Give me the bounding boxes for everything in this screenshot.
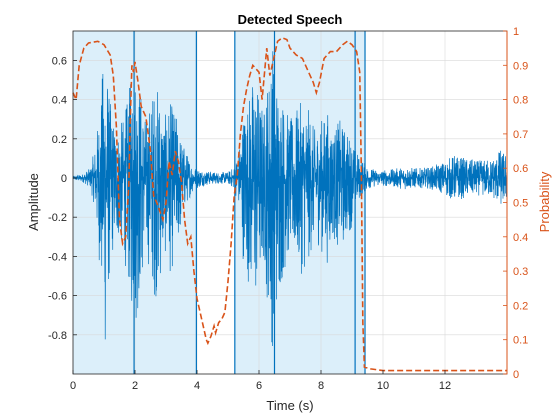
left-axis-ticks: 0.6 0.4 0.2 0 -0.2 -0.4 -0.6 -0.8: [48, 55, 77, 342]
x-axis-ticks: 0 2 4 6 8 10 12: [70, 370, 451, 392]
x-tick-label-2: 4: [194, 380, 200, 392]
right-axis-label: Probability: [537, 171, 552, 232]
left-tick-label-1: 0.4: [52, 95, 67, 107]
region-boundaries: [133, 31, 366, 374]
probability-line: [72, 36, 507, 372]
probability-series: [72, 36, 507, 372]
left-tick-label-7: -0.8: [48, 330, 67, 342]
right-tick-label-4: 0.4: [513, 232, 528, 244]
waveform-line: [72, 51, 508, 347]
x-tick-label-4: 8: [318, 380, 324, 392]
left-axis-label: Amplitude: [26, 173, 41, 231]
left-tick-label-4: -0.2: [48, 212, 67, 224]
right-axis-ticks: 0 0.1 0.2 0.3 0.4 0.5 0.6 0.7 0.8 0.9 1: [503, 26, 528, 381]
x-tick-label-6: 12: [439, 380, 451, 392]
waveform-series: [72, 51, 508, 347]
x-tick-label-1: 2: [132, 380, 138, 392]
right-tick-label-6: 0.6: [513, 163, 528, 175]
right-tick-label-10: 1: [513, 26, 519, 38]
right-tick-label-2: 0.2: [513, 300, 528, 312]
right-tick-label-3: 0.3: [513, 266, 528, 278]
left-tick-label-5: -0.4: [48, 251, 67, 263]
right-tick-label-5: 0.5: [513, 198, 528, 210]
left-tick-label-2: 0.2: [52, 134, 67, 146]
x-axis-label: Time (s): [266, 398, 313, 413]
right-tick-label-1: 0.1: [513, 335, 528, 347]
left-tick-label-3: 0: [61, 173, 67, 185]
x-tick-label-0: 0: [70, 380, 76, 392]
right-tick-label-8: 0.8: [513, 95, 528, 107]
x-tick-label-3: 6: [256, 380, 262, 392]
right-tick-label-9: 0.9: [513, 60, 528, 72]
right-tick-label-0: 0: [513, 369, 519, 381]
x-tick-label-5: 10: [377, 380, 389, 392]
right-tick-label-7: 0.7: [513, 129, 528, 141]
left-tick-label-6: -0.6: [48, 291, 67, 303]
chart-title: Detected Speech: [238, 12, 343, 27]
left-tick-label-0: 0.6: [52, 55, 67, 67]
